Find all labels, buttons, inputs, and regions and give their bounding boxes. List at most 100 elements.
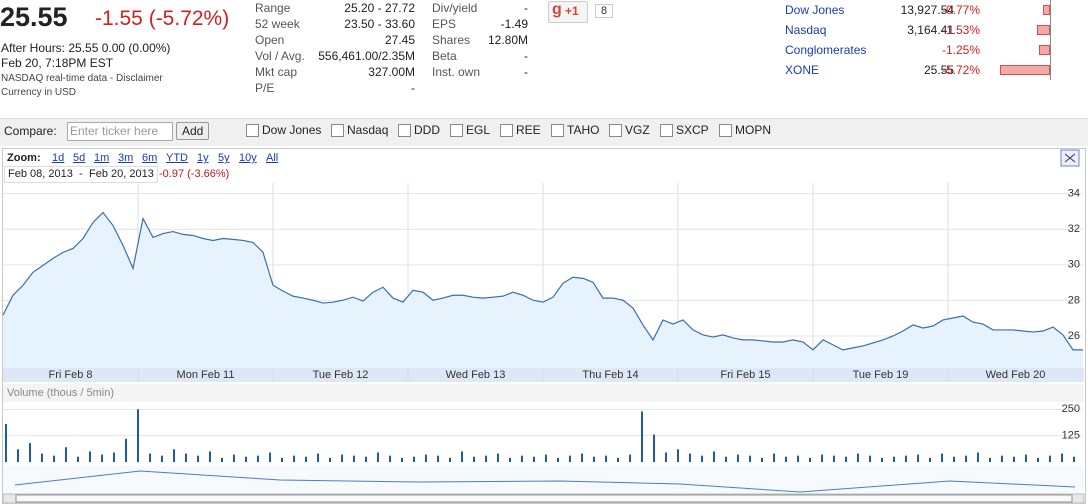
ticker-checkbox[interactable] [719, 124, 732, 137]
stat-label: Range [255, 1, 291, 15]
ticker-checkbox[interactable] [450, 124, 463, 137]
change: -1.55 (-5.72%) [95, 7, 230, 30]
volume-bar [845, 456, 847, 462]
x-tick-label: Wed Feb 13 [446, 369, 506, 381]
y-tick-label: 26 [1068, 330, 1080, 342]
volume-bar [233, 454, 235, 462]
volume-bar [977, 452, 979, 462]
volume-bar [509, 457, 511, 462]
y-tick-label: 28 [1068, 294, 1080, 306]
volume-bar [989, 457, 991, 462]
stat-value: 327.00M [368, 65, 415, 79]
ticker-name[interactable]: MOPN [735, 123, 771, 137]
volume-bar [221, 457, 223, 462]
volume-bar [581, 453, 583, 462]
related-name[interactable]: Nasdaq [785, 23, 827, 37]
stat-label: P/E [255, 81, 275, 95]
volume-bar [545, 454, 547, 462]
ticker-checkbox[interactable] [246, 124, 259, 137]
ticker-name[interactable]: Nasdaq [347, 123, 389, 137]
zoom-option[interactable]: 5y [218, 152, 230, 164]
zoom-option[interactable]: YTD [166, 152, 188, 164]
volume-bar [317, 453, 319, 462]
stat-value: 556,461.00/2.35M [318, 49, 415, 63]
ticker-name[interactable]: TAHO [567, 123, 600, 137]
ticker-name[interactable]: SXCP [676, 123, 709, 137]
volume-bar [401, 457, 403, 462]
volume-header [3, 384, 1084, 402]
ticker-checkbox[interactable] [660, 124, 673, 137]
zoom-option[interactable]: 10y [239, 152, 257, 164]
ticker-placeholder[interactable]: Enter ticker here [70, 124, 159, 138]
volume-bar [653, 434, 655, 462]
ticker-name[interactable]: EGL [466, 123, 491, 137]
volume-bar [497, 453, 499, 462]
volume-bar [125, 438, 127, 462]
related-bar [1039, 45, 1050, 55]
volume-bar [941, 453, 943, 462]
ticker-checkbox[interactable] [609, 124, 622, 137]
zoom-option[interactable]: 6m [142, 152, 158, 164]
volume-bar [173, 449, 175, 462]
zoom-option[interactable]: 3m [118, 152, 134, 164]
volume-bar [869, 455, 871, 462]
related-change: -0.77% [941, 3, 980, 17]
volume-bar [809, 457, 811, 462]
zoom-option[interactable]: All [266, 152, 279, 164]
volume-bar [185, 453, 187, 462]
zoom-option[interactable]: 1y [197, 152, 209, 164]
stat-value: 12.80M [487, 33, 528, 47]
volume-bar [89, 451, 91, 462]
stat-label: Beta [432, 49, 457, 63]
related-name[interactable]: XONE [785, 63, 820, 77]
volume-bar [53, 455, 55, 462]
zoom-label: Zoom: [7, 152, 41, 164]
stat-label: Shares [432, 33, 471, 47]
volume-bar [281, 457, 283, 462]
y-tick-label: 32 [1068, 223, 1080, 235]
ticker-checkbox[interactable] [331, 124, 344, 137]
plus-one-button[interactable] [548, 1, 588, 23]
stat-label: Inst. own [432, 65, 481, 79]
y-tick-label: 30 [1068, 259, 1080, 271]
x-tick-label: Wed Feb 20 [986, 369, 1046, 381]
ticker-checkbox[interactable] [500, 124, 513, 137]
stat-label: 52 week [255, 17, 300, 31]
stat-label: Div/yield [432, 1, 478, 15]
volume-bar [605, 455, 607, 462]
price-line [2, 211, 1083, 351]
add-button[interactable]: Add [176, 122, 210, 140]
volume-bar [1037, 457, 1039, 462]
volume-bar [617, 457, 619, 462]
volume-bar [425, 454, 427, 462]
volume-bar [761, 457, 763, 462]
zoom-option[interactable]: 1m [94, 152, 110, 164]
ticker-name[interactable]: Dow Jones [262, 123, 322, 137]
ticker-input[interactable] [67, 122, 173, 141]
volume-bar [161, 455, 163, 462]
related-change: -1.25% [941, 43, 980, 57]
zoom-option[interactable]: 5d [73, 152, 86, 164]
volume-bar [677, 449, 679, 462]
related-name[interactable]: Dow Jones [785, 3, 845, 17]
ticker-name[interactable]: REE [516, 123, 541, 137]
ticker-name[interactable]: VGZ [625, 123, 650, 137]
ticker-checkbox[interactable] [398, 124, 411, 137]
scroll-thumb[interactable] [15, 494, 1073, 503]
volume-bar [1049, 455, 1051, 462]
compare-label: Compare: [4, 124, 57, 138]
volume-bar [377, 452, 379, 462]
related-name[interactable]: Conglomerates [785, 43, 867, 57]
volume-bar [257, 455, 259, 462]
price: 25.55 [0, 2, 68, 32]
ticker-name[interactable]: DDD [414, 123, 440, 137]
plus-one-count: 8 [595, 4, 614, 18]
range-separator: - [79, 168, 83, 180]
stat-value: 27.45 [384, 33, 415, 47]
ticker-checkbox[interactable] [551, 124, 564, 137]
volume-bar [389, 455, 391, 462]
related-change: -1.53% [941, 23, 980, 37]
range-end: Feb 20, 2013 [89, 168, 154, 180]
zoom-option[interactable]: 1d [52, 152, 65, 164]
